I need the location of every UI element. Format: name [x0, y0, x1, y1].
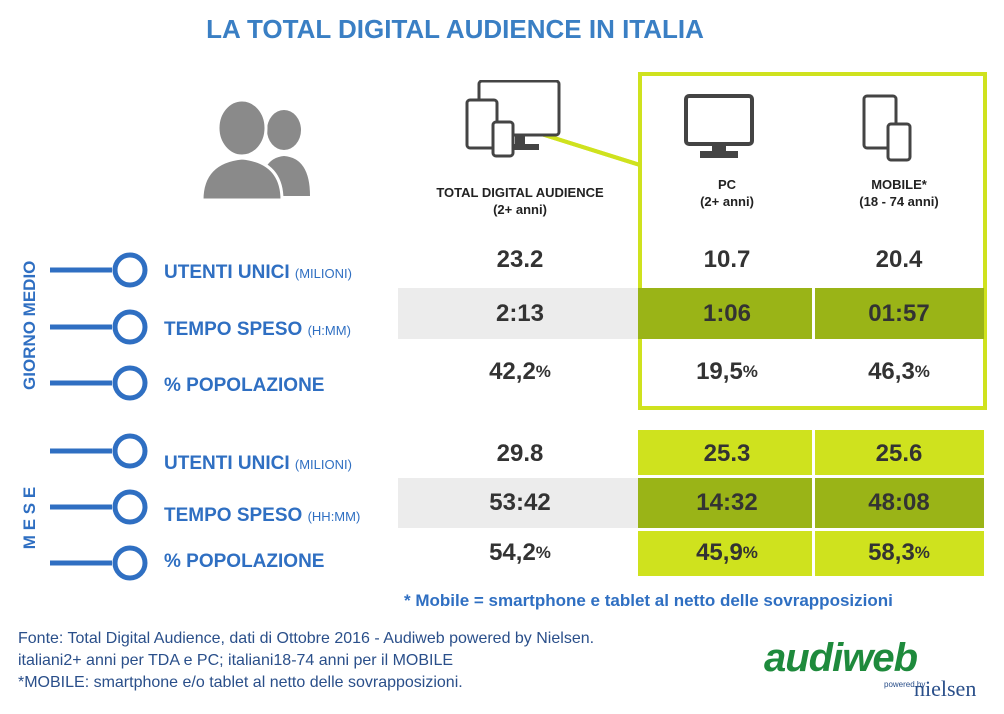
column-header-mobile: MOBILE* (18 - 74 anni)	[859, 177, 939, 209]
row-label: % POPOLAZIONE	[164, 551, 325, 572]
column-header-total: TOTAL DIGITAL AUDIENCE (2+ anni)	[436, 185, 604, 217]
cell-value: 20.4	[875, 246, 923, 273]
source-text: Fonte: Total Digital Audience, dati di O…	[18, 630, 595, 691]
cell-value: 19,5%	[696, 358, 758, 385]
row-bg-dark-green-2	[638, 478, 984, 528]
mobile-devices-icon	[862, 94, 912, 162]
cell-value: 53:42	[489, 489, 551, 516]
cell-value: 14:32	[696, 489, 758, 516]
row-connectors	[50, 252, 148, 581]
cell-value: 2:13	[495, 300, 545, 327]
cell-value: 25.3	[703, 440, 751, 467]
audiweb-logo: audiweb powered by nielsen	[764, 636, 977, 701]
cell-value: 48:08	[868, 489, 930, 516]
cell-value: 01:57	[868, 300, 930, 327]
cell-value: 1:06	[702, 300, 752, 327]
cell-value: 10.7	[703, 246, 751, 273]
row-label: TEMPO SPESO (H:MM)	[164, 319, 351, 340]
monitor-icon	[684, 94, 754, 158]
footnote: * Mobile = smartphone e tablet al netto …	[404, 591, 893, 610]
row-label: % POPOLAZIONE	[164, 375, 325, 396]
cell-value: 46,3%	[868, 358, 930, 385]
cell-value: 29.8	[496, 440, 544, 467]
cell-value: 58,3%	[868, 539, 930, 566]
row-label: UTENTI UNICI (MILIONI)	[164, 262, 352, 283]
cell-value: 23.2	[496, 246, 544, 273]
row-bg-grey-2	[398, 478, 638, 528]
people-icon	[200, 100, 310, 200]
cell-value: 54,2%	[489, 539, 551, 566]
row-label: TEMPO SPESO (HH:MM)	[164, 505, 361, 526]
row-label: UTENTI UNICI (MILIONI)	[164, 453, 352, 474]
row-bg-grey	[398, 288, 638, 339]
column-header-pc: PC (2+ anni)	[700, 177, 754, 209]
cell-value: 45,9%	[696, 539, 758, 566]
cell-value: 25.6	[875, 440, 923, 467]
row-bg-dark-green	[638, 288, 984, 339]
devices-icon	[465, 80, 561, 158]
page-title: LA TOTAL DIGITAL AUDIENCE IN ITALIA	[206, 14, 704, 44]
cell-value: 42,2%	[489, 358, 551, 385]
